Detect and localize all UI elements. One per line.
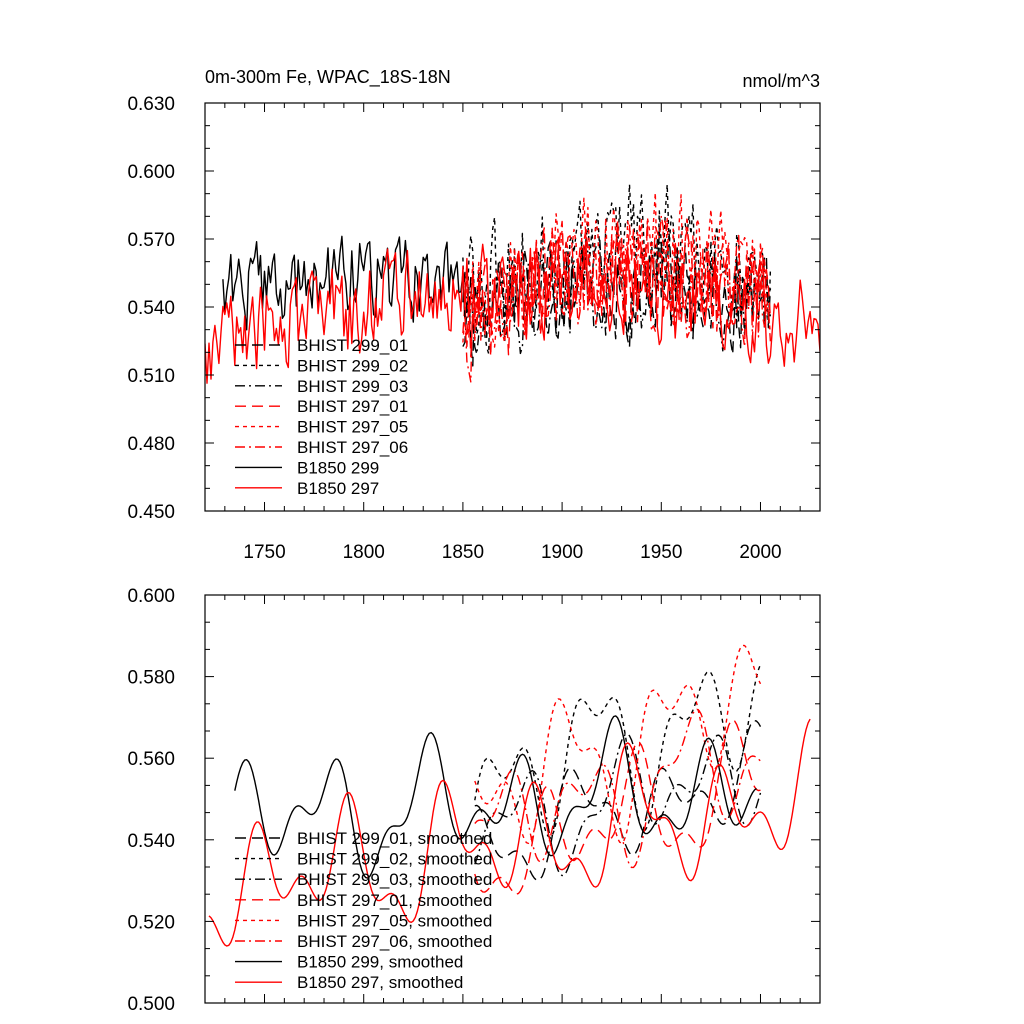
series-line-8 xyxy=(208,718,811,947)
x-tick-label: 2000 xyxy=(739,542,781,563)
x-tick-label: 1750 xyxy=(243,542,285,563)
legend-label-7: B1850 299, smoothed xyxy=(297,953,463,972)
x-tick-label: 1800 xyxy=(343,542,385,563)
y-tick-label: 0.450 xyxy=(127,502,175,523)
bottom-legend: BHIST 299_01, smoothed BHIST 299_02, smoo… xyxy=(235,829,492,992)
bottom-panel: BHIST 299_01, smoothed BHIST 299_02, smoo… xyxy=(127,586,821,1015)
series-line-7 xyxy=(222,235,466,331)
y-tick-label: 0.500 xyxy=(127,994,175,1015)
y-tick-label: 0.520 xyxy=(127,912,175,933)
y-tick-label: 0.580 xyxy=(127,668,175,689)
x-tick-label: 1950 xyxy=(640,542,682,563)
legend-label-8: B1850 297, smoothed xyxy=(297,973,463,992)
y-tick-label: 0.540 xyxy=(127,298,175,319)
series-line-4 xyxy=(474,719,761,895)
y-tick-label: 0.540 xyxy=(127,831,175,852)
y-tick-label: 0.600 xyxy=(127,162,175,183)
series-line-7 xyxy=(234,715,757,879)
y-tick-label: 0.570 xyxy=(127,230,175,251)
series-line-6 xyxy=(462,215,772,383)
series-line-8 xyxy=(205,238,820,384)
y-tick-label: 0.600 xyxy=(127,586,175,607)
bottom-plot-frame xyxy=(204,594,821,1004)
units-label: nmol/m^3 xyxy=(743,71,820,91)
top-axes: 0.450 0.480 0.510 0.540 0.570 0.600 0.630 1750 1… xyxy=(127,94,821,563)
legend-label-6: BHIST 297_06 xyxy=(297,438,408,457)
y-tick-label: 0.510 xyxy=(127,366,175,387)
legend-label-1: BHIST 299_01 xyxy=(297,336,408,355)
legend-label-6: BHIST 297_06, smoothed xyxy=(297,932,492,951)
y-tick-label: 0.480 xyxy=(127,434,175,455)
x-tick-label: 1850 xyxy=(442,542,484,563)
legend-label-2: BHIST 299_02, smoothed xyxy=(297,850,492,869)
series-line-2 xyxy=(474,664,762,838)
legend-label-3: BHIST 299_03, smoothed xyxy=(297,870,492,889)
series-line-6 xyxy=(474,708,761,869)
y-tick-label: 0.630 xyxy=(127,94,175,115)
top-series-layer xyxy=(205,183,820,384)
legend-label-5: BHIST 297_05 xyxy=(297,418,408,437)
series-line-1 xyxy=(474,719,762,882)
legend-label-2: BHIST 299_02 xyxy=(297,356,408,375)
legend-label-1: BHIST 299_01, smoothed xyxy=(297,829,492,848)
legend-label-4: BHIST 297_01 xyxy=(297,397,408,416)
bottom-series-layer xyxy=(208,644,811,947)
legend-label-8: B1850 297 xyxy=(297,479,379,498)
top-plot-frame xyxy=(204,102,821,512)
legend-label-5: BHIST 297_05, smoothed xyxy=(297,911,492,930)
series-line-3 xyxy=(474,733,762,877)
top-panel: 0m-300m Fe, WPAC_18S-18N nmol/m^3 BHIST … xyxy=(127,67,821,563)
chart-title: 0m-300m Fe, WPAC_18S-18N xyxy=(205,67,451,88)
legend-label-7: B1850 299 xyxy=(297,458,379,477)
y-tick-label: 0.560 xyxy=(127,749,175,770)
x-tick-label: 1900 xyxy=(541,542,583,563)
legend-label-4: BHIST 297_01, smoothed xyxy=(297,891,492,910)
legend-label-3: BHIST 299_03 xyxy=(297,377,408,396)
